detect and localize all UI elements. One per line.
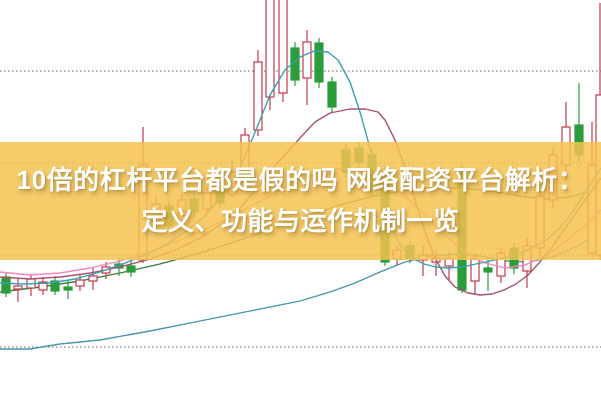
headline-line-2: 定义、功能与运作机制一览 — [141, 206, 460, 236]
candle-body-down — [63, 286, 73, 291]
candle-body-down — [327, 81, 337, 108]
headline-line-1: 10倍的杠杆平台都是假的吗 网络配资平台解析： — [16, 165, 585, 195]
candle-body-up — [265, 0, 275, 98]
candle-body-up — [302, 41, 312, 79]
candle-body-up — [75, 279, 85, 287]
candle-body-down — [1, 276, 11, 294]
candle-body-up — [88, 275, 98, 282]
candle-body-up — [253, 61, 263, 131]
candle-body-down — [50, 280, 60, 292]
candle-body-up — [470, 258, 480, 282]
candle-body-up — [13, 285, 23, 290]
candle-body-down — [126, 265, 136, 273]
candle-body-up — [38, 281, 48, 291]
candle-body-down — [314, 42, 324, 83]
candle-body-up — [278, 0, 288, 94]
headline-banner: 10倍的杠杆平台都是假的吗 网络配资平台解析： 定义、功能与运作机制一览 — [0, 142, 601, 260]
candle-body-down — [483, 267, 493, 273]
